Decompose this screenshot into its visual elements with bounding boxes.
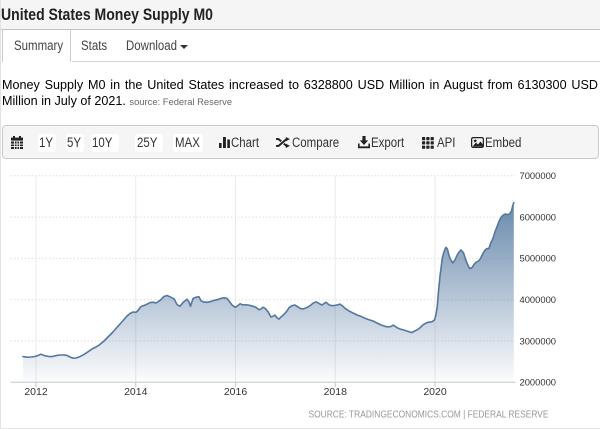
svg-text:2000000: 2000000 <box>520 377 557 388</box>
svg-text:2016: 2016 <box>224 386 248 398</box>
svg-text:SOURCE: TRADINGECONOMICS.COM |: SOURCE: TRADINGECONOMICS.COM | FEDERAL R… <box>309 409 549 421</box>
svg-text:6000000: 6000000 <box>520 211 557 222</box>
svg-text:2020: 2020 <box>423 386 447 398</box>
svg-text:2014: 2014 <box>124 386 148 398</box>
svg-text:2012: 2012 <box>24 386 48 398</box>
svg-text:2018: 2018 <box>324 386 348 398</box>
svg-text:5000000: 5000000 <box>520 253 557 264</box>
svg-text:4000000: 4000000 <box>520 294 557 305</box>
svg-text:3000000: 3000000 <box>520 335 557 346</box>
svg-text:7000000: 7000000 <box>520 170 557 181</box>
